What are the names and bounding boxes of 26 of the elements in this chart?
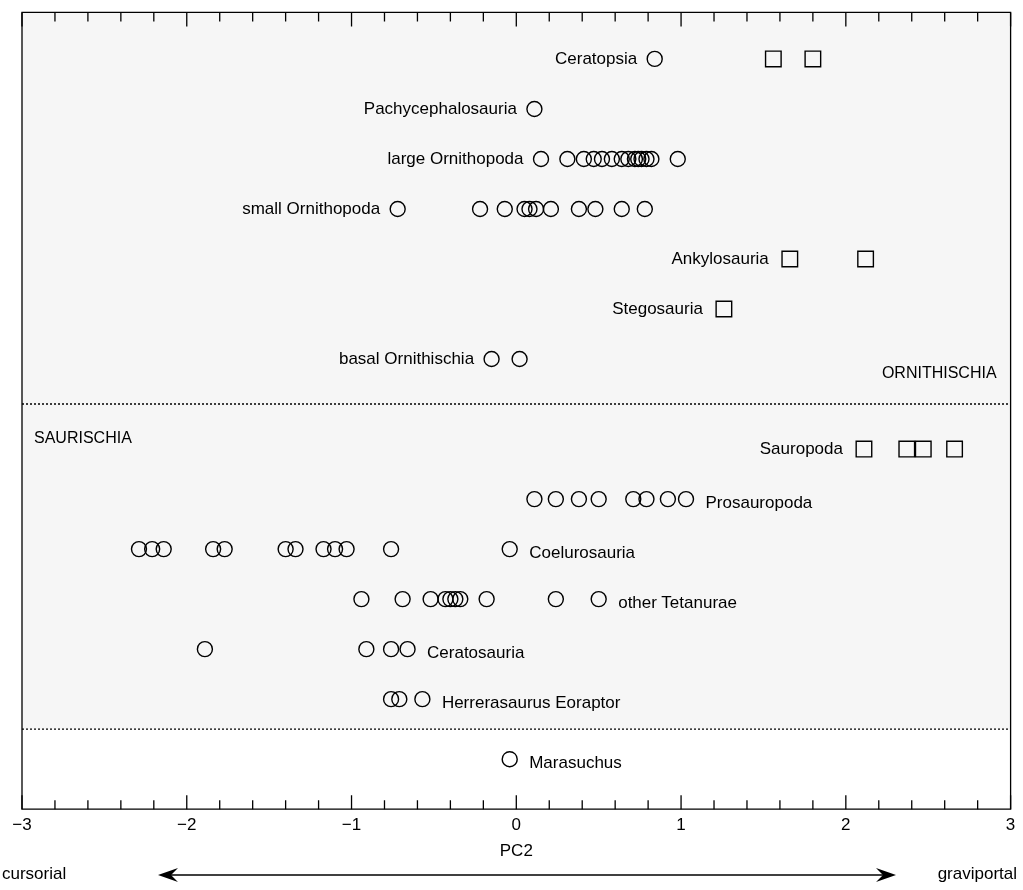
x-axis-title: PC2	[499, 841, 533, 861]
y-tick-label: small Ornithopoda	[242, 198, 381, 218]
x-tick-label: 0	[511, 815, 522, 835]
y-tick-label: Stegosauria	[612, 298, 704, 318]
band-label: SAURISCHIA	[34, 429, 133, 447]
x-tick-label: −2	[177, 815, 197, 835]
y-tick-label: Pachycephalosauria	[363, 98, 518, 118]
y-tick-label: other Tetanurae	[618, 592, 737, 612]
x-tick-label: 2	[841, 815, 851, 835]
x-tick-label: −1	[341, 815, 362, 835]
y-tick-label: Coelurosauria	[529, 542, 636, 562]
y-tick-label: Herrerasaurus Eoraptor	[441, 692, 621, 712]
band-label: ORNITHISCHIA	[881, 364, 997, 382]
text: cursorial	[2, 864, 67, 884]
text: graviportal	[937, 864, 1017, 884]
y-tick-label: Prosauropoda	[705, 492, 813, 512]
y-tick-label: Sauropoda	[759, 438, 844, 458]
y-tick-label: Ankylosauria	[671, 248, 770, 268]
y-tick-label: Marasuchus	[529, 752, 622, 772]
y-tick-label: basal Ornithischia	[338, 348, 475, 368]
y-tick-label: Ceratopsia	[554, 48, 638, 68]
x-tick-label: 3	[1005, 815, 1016, 835]
x-tick-label: −3	[12, 815, 32, 835]
y-tick-label: Ceratosauria	[427, 642, 525, 662]
y-tick-label: large Ornithopoda	[387, 148, 525, 168]
x-tick-label: 1	[676, 815, 686, 835]
